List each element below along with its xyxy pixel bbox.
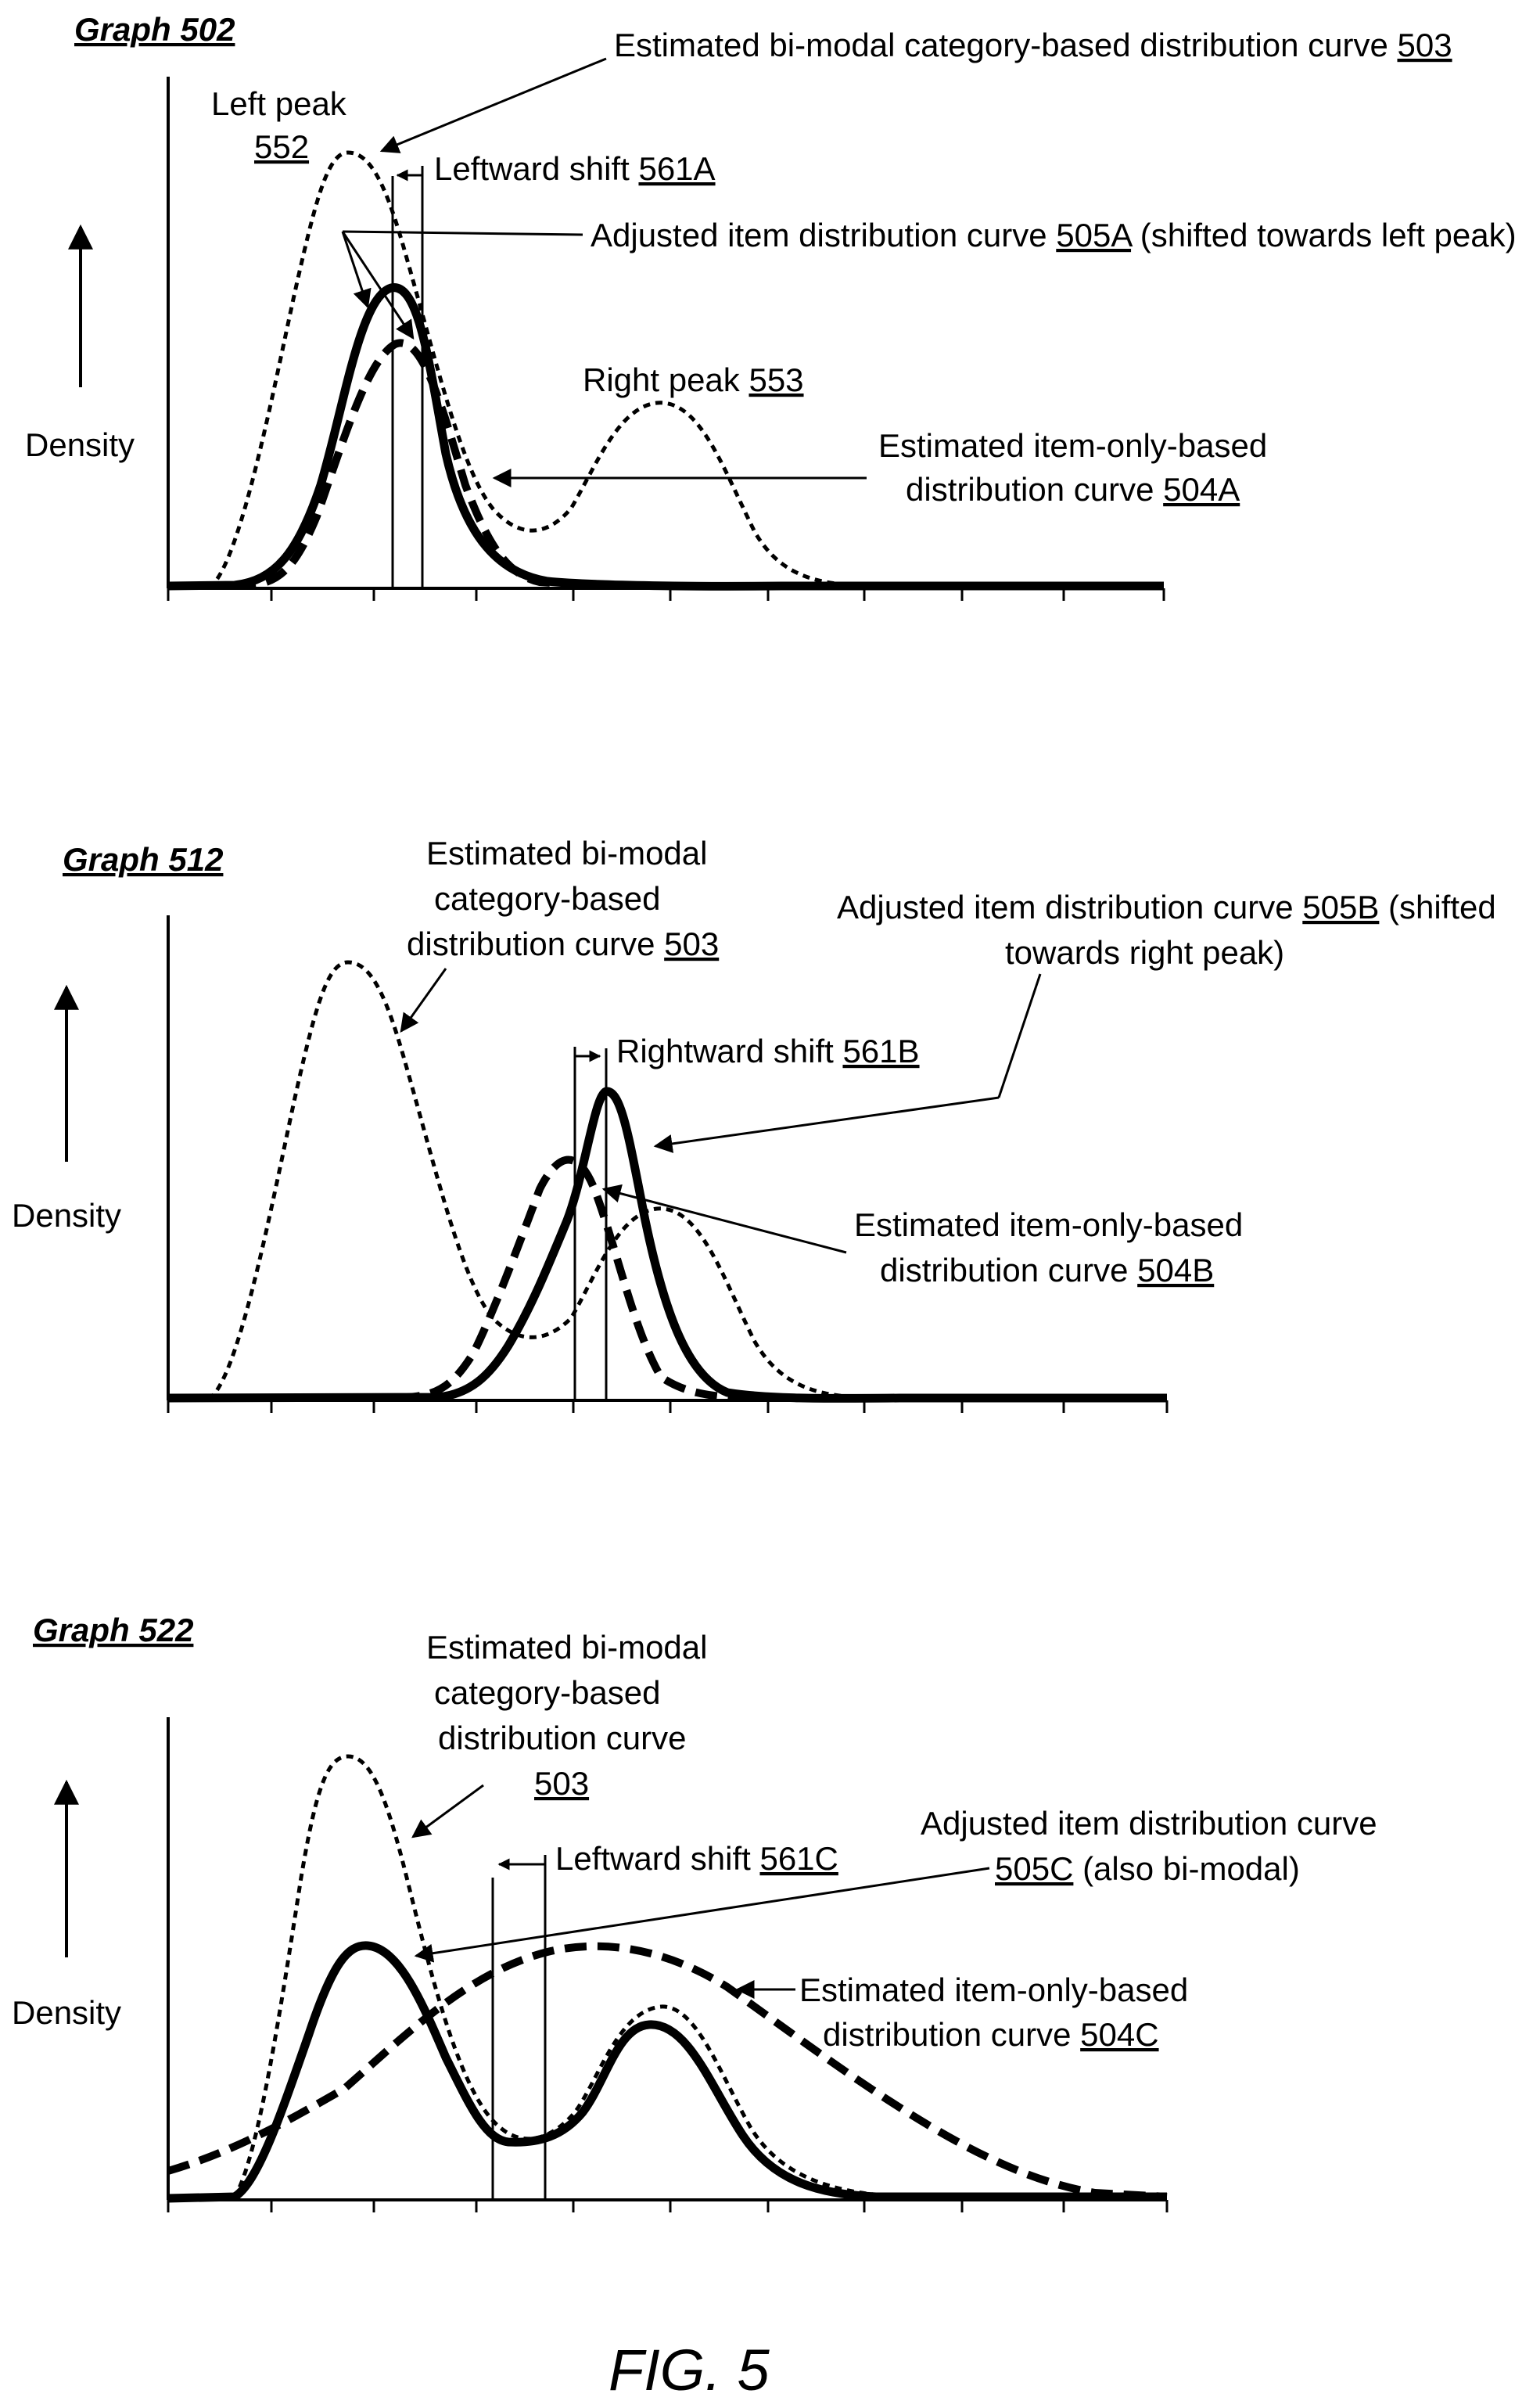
item-only-curve-504B [167, 1155, 1167, 1402]
shift-label: Leftward shift 561C [555, 1840, 838, 1877]
x-axis-ticks [167, 2200, 1169, 2212]
y-axis-label: Density [12, 1197, 121, 1234]
item-only-curve-504C [167, 1942, 1168, 2201]
x-axis-ticks [167, 1400, 1169, 1413]
x-axis-ticks [167, 588, 1165, 601]
item-curve-label-2: distribution curve 504C [823, 2016, 1159, 2053]
item-curve-label-1: Estimated item-only-based [878, 427, 1267, 464]
cat-curve-label-3: distribution curve 503 [407, 925, 719, 962]
cat-curve-leader [400, 968, 447, 1033]
right-peak-label: Right peak 553 [583, 361, 804, 398]
item-curve-label-2: distribution curve 504A [906, 471, 1240, 508]
shift-label: Leftward shift 561A [434, 150, 716, 187]
adjusted-curve-label-2: towards right peak) [1005, 934, 1284, 971]
adjusted-item-curve-505B [167, 1087, 1167, 1403]
adjusted-item-curve-505C [167, 1941, 1167, 2203]
adjusted-curve-label-1: Adjusted item distribution curve 505B (s… [837, 889, 1496, 925]
graph-title: Graph 502 [74, 11, 235, 48]
category-based-curve-503 [170, 1754, 1167, 2201]
cat-curve-ref: 503 [534, 1765, 589, 1802]
figure-caption: FIG. 5 [609, 2338, 770, 2403]
item-curve-leader [601, 1184, 847, 1254]
item-curve-label-1: Estimated item-only-based [854, 1206, 1243, 1243]
left-peak-ref: 552 [254, 128, 309, 165]
cat-curve-leader [411, 1784, 484, 1838]
shift-label: Rightward shift 561B [616, 1033, 920, 1069]
item-curve-label-2: distribution curve 504B [880, 1252, 1214, 1288]
item-curve-label-1: Estimated item-only-based [799, 1971, 1188, 2008]
graph-512: Graph 512 Density Estimated bi-modal cat… [12, 835, 1496, 1413]
graph-title: Graph 512 [63, 841, 223, 878]
cat-curve-label-3: distribution curve [438, 1720, 686, 1756]
adjusted-curve-leader [342, 230, 583, 236]
category-based-curve-503 [170, 960, 1167, 1401]
adjusted-curve-label: Adjusted item distribution curve 505A (s… [591, 217, 1515, 253]
adjusted-curve-leader [414, 1867, 990, 1963]
graph-502: Graph 502 Density Estimat [25, 11, 1515, 601]
adjusted-curve-leader [997, 973, 1042, 1098]
graph-522: Graph 522 Density Estimated bi-modal cat… [12, 1612, 1377, 2212]
cat-curve-leader [379, 57, 607, 153]
cat-curve-label-1: Estimated bi-modal [426, 835, 707, 872]
graph-title: Graph 522 [33, 1612, 193, 1648]
left-peak-label: Left peak [211, 85, 347, 122]
adjusted-curve-label-1: Adjusted item distribution curve [921, 1805, 1377, 1842]
cat-curve-label-1: Estimated bi-modal [426, 1629, 707, 1666]
adjusted-item-curve-505A [167, 283, 1164, 591]
adjusted-curve-label-2: 505C (also bi-modal) [995, 1850, 1300, 1887]
y-axis-label: Density [12, 1994, 121, 2031]
cat-curve-label-2: category-based [434, 1674, 661, 1711]
cat-curve-label: Estimated bi-modal category-based distri… [614, 27, 1452, 63]
y-axis-label: Density [25, 426, 135, 463]
cat-curve-label-2: category-based [434, 880, 661, 917]
